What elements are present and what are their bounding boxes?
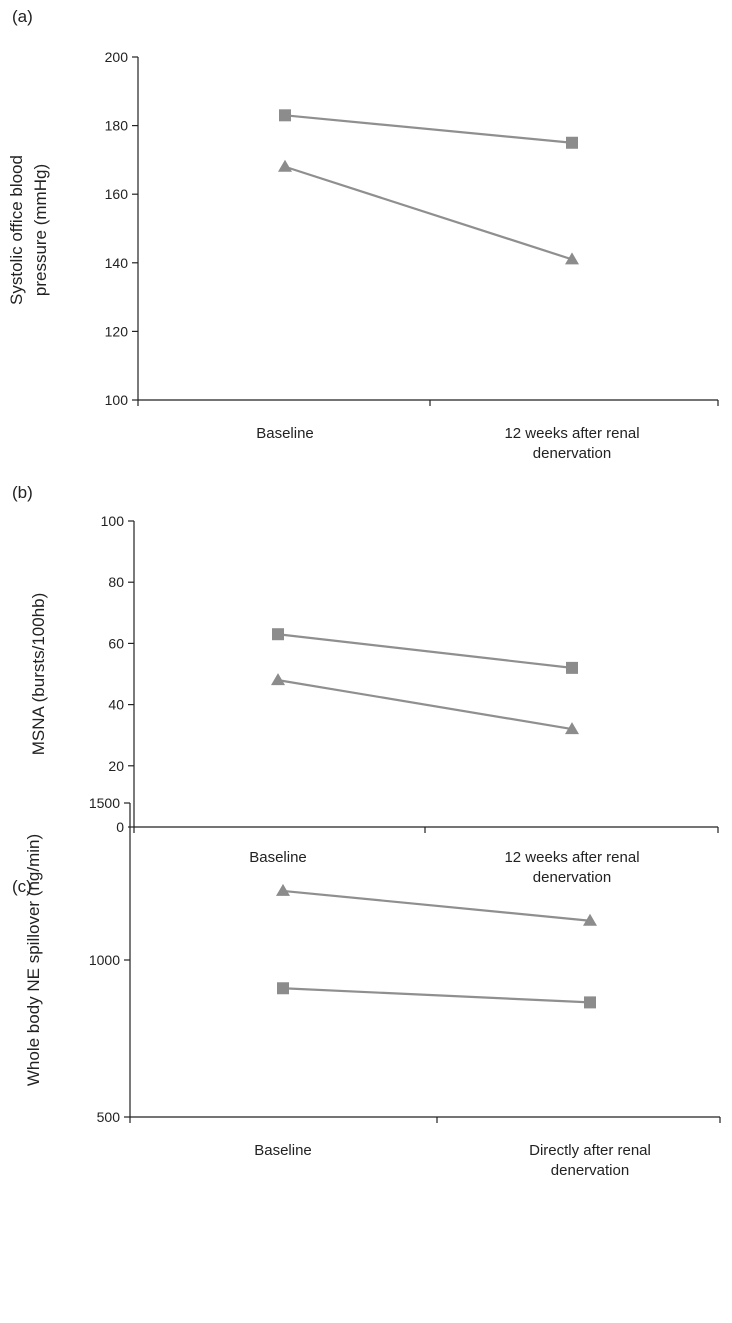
y-axis-label: Systolic office blood pressure (mmHg) <box>7 155 50 305</box>
x-category-label: 12 weeks after renal denervation <box>504 425 639 462</box>
data-point-square <box>277 982 289 995</box>
y-axis-label: MSNA (bursts/100hb) <box>29 593 48 756</box>
series-line-square <box>284 114 573 144</box>
y-tick-label: 160 <box>105 186 129 202</box>
series-line-square <box>282 987 591 1004</box>
data-point-triangle <box>278 159 292 172</box>
series-line-triangle <box>284 165 573 261</box>
y-tick-label: 100 <box>105 392 129 408</box>
y-tick-label: 60 <box>108 635 124 651</box>
data-point-square <box>584 996 596 1009</box>
y-tick-label: 100 <box>101 513 125 529</box>
panel-label: (b) <box>12 483 33 502</box>
y-tick-label: 120 <box>105 323 129 339</box>
data-point-triangle <box>565 722 579 735</box>
data-point-triangle <box>276 883 290 896</box>
chart-panel-1: (a) 100 120 140 160 180 200 Baseline 12 weeks af… <box>7 7 719 462</box>
x-category-label: Baseline <box>254 1142 312 1159</box>
data-point-triangle <box>271 673 285 686</box>
data-point-triangle <box>565 252 579 265</box>
y-tick-label: 20 <box>108 758 124 774</box>
data-point-triangle <box>583 913 597 926</box>
y-tick-label: 1000 <box>89 952 120 968</box>
data-point-square <box>279 109 291 122</box>
y-tick-label: 500 <box>97 1109 121 1125</box>
chart-panel-3: (c) 500 1000 1500 Baseline Directly after ren… <box>12 795 721 1179</box>
x-category-label: Directly after renal denervation <box>529 1142 651 1179</box>
y-tick-label: 180 <box>105 118 129 134</box>
y-tick-label: 0 <box>116 819 124 835</box>
panel-label: (c) <box>12 877 32 896</box>
series-line-triangle <box>277 679 573 731</box>
y-tick-label: 80 <box>108 574 124 590</box>
series-line-triangle <box>282 889 591 922</box>
y-tick-label: 140 <box>105 255 129 271</box>
data-point-square <box>566 136 578 149</box>
data-point-square <box>272 628 284 641</box>
y-tick-label: 1500 <box>89 795 120 811</box>
series-line-square <box>277 633 573 669</box>
y-tick-label: 200 <box>105 49 129 65</box>
panel-label: (a) <box>12 7 33 26</box>
data-point-square <box>566 661 578 674</box>
chart-panel-2: (b) 0 20 40 60 80 100 Baseline 12 weeks after re… <box>12 483 719 886</box>
x-category-label: 12 weeks after renal denervation <box>504 849 639 886</box>
y-axis-label: Whole body NE spillover (ng/min) <box>24 834 43 1086</box>
y-tick-label: 40 <box>108 697 124 713</box>
x-category-label: Baseline <box>249 849 307 866</box>
x-category-label: Baseline <box>256 425 314 442</box>
